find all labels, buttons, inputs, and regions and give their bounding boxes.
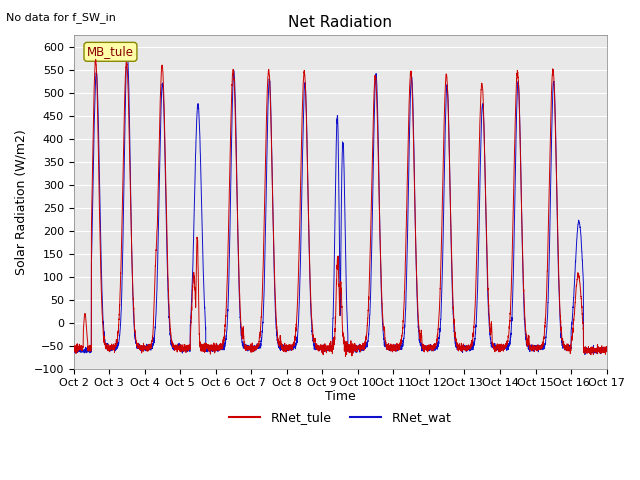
Text: MB_tule: MB_tule bbox=[87, 45, 134, 59]
Title: Net Radiation: Net Radiation bbox=[288, 15, 392, 30]
Legend: RNet_tule, RNet_wat: RNet_tule, RNet_wat bbox=[224, 406, 456, 429]
X-axis label: Time: Time bbox=[324, 390, 355, 403]
Y-axis label: Solar Radiation (W/m2): Solar Radiation (W/m2) bbox=[15, 129, 28, 275]
Text: No data for f_SW_in: No data for f_SW_in bbox=[6, 12, 116, 23]
